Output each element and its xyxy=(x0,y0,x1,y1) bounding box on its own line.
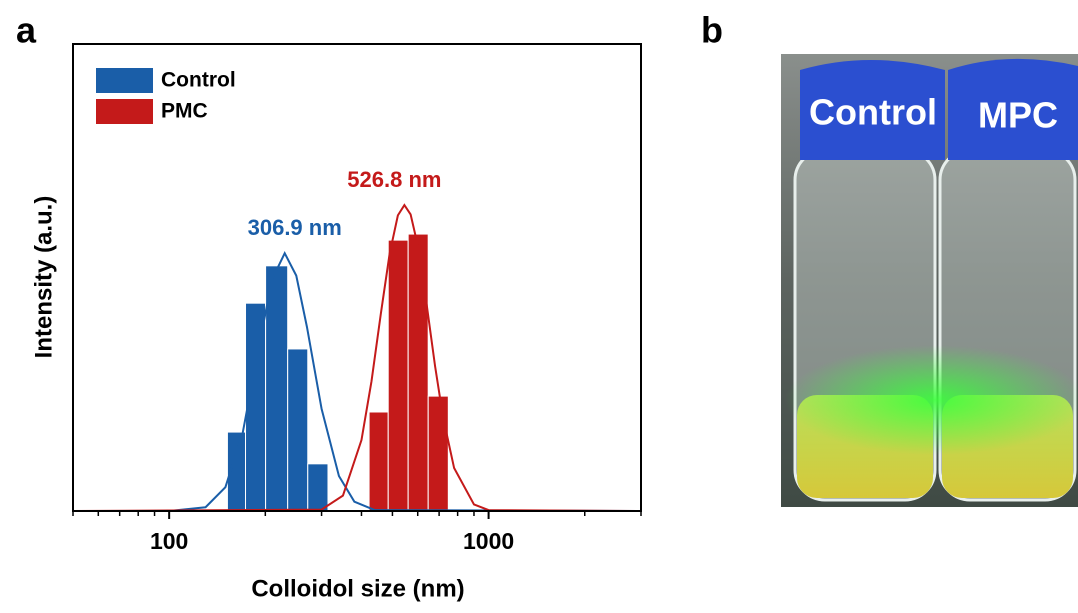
legend-swatch xyxy=(96,99,153,124)
legend-label: PMC xyxy=(161,100,208,123)
bar xyxy=(307,463,329,512)
fit-curve xyxy=(73,250,642,512)
peak-annotation: 526.8 nm xyxy=(347,167,441,192)
x-tick-label: 100 xyxy=(150,528,188,554)
plot-frame xyxy=(72,43,642,512)
bar xyxy=(287,348,309,512)
bar xyxy=(387,239,409,512)
bar xyxy=(265,265,289,512)
bar xyxy=(407,233,429,512)
laser-glow xyxy=(785,345,1078,455)
legend-swatch xyxy=(96,68,153,93)
x-tick-label: 1000 xyxy=(463,528,514,554)
fit-curve xyxy=(72,203,642,512)
vial-photo: Control MPC xyxy=(781,54,1078,507)
y-axis-label: Intensity (a.u.) xyxy=(30,196,57,359)
x-axis-label: Colloidol size (nm) xyxy=(251,575,464,602)
photo-label: MPC xyxy=(978,95,1058,136)
legend-label: Control xyxy=(161,69,236,92)
bar xyxy=(368,411,389,512)
panel-label: b xyxy=(701,10,723,51)
panel-label: a xyxy=(16,10,37,51)
bar xyxy=(427,395,449,512)
photo-label: Control xyxy=(809,92,937,133)
peak-annotation: 306.9 nm xyxy=(248,215,342,240)
cap xyxy=(948,58,1078,161)
cap xyxy=(800,60,945,160)
